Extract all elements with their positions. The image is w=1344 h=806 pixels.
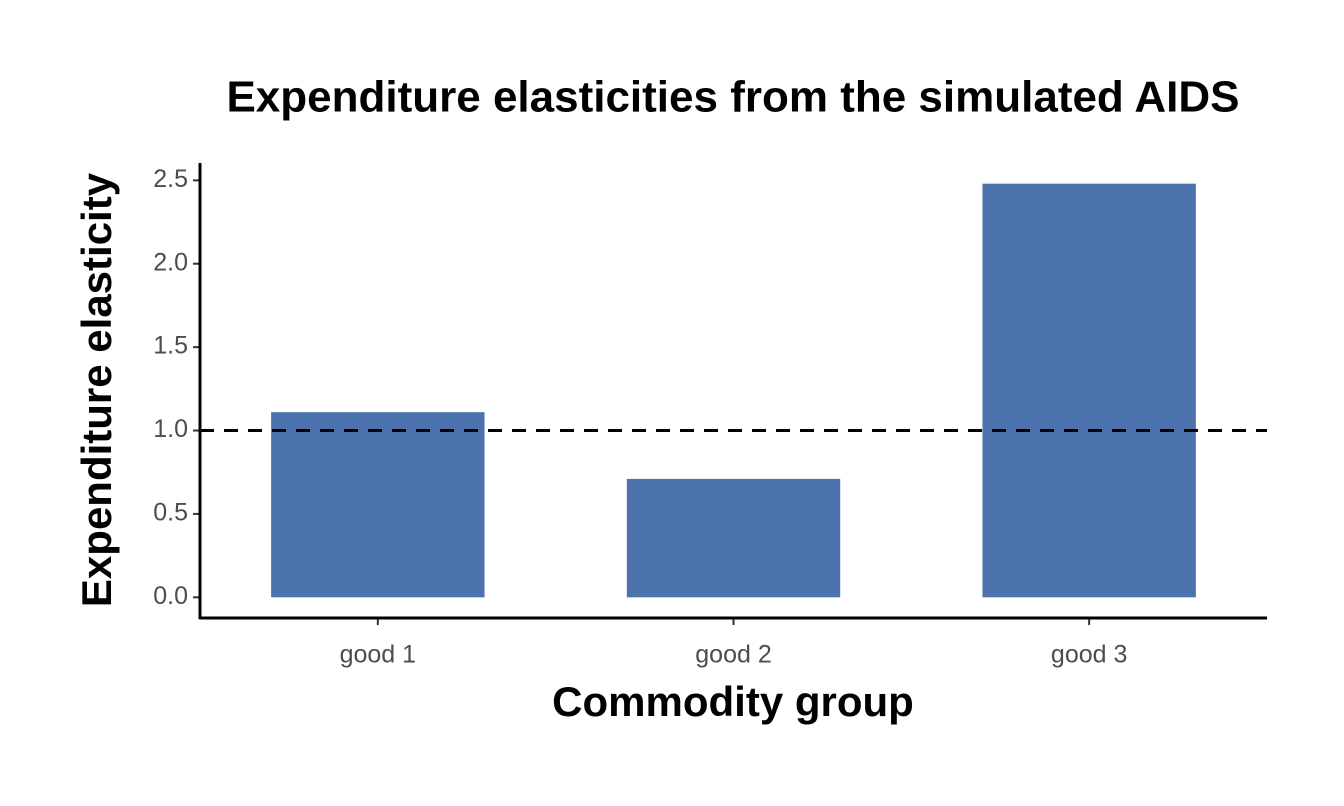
x-axis-title: Commodity group [552, 678, 914, 725]
y-tick-label: 1.0 [153, 415, 188, 443]
y-tick-label: 0.5 [153, 499, 188, 527]
x-tick-label: good 3 [1051, 641, 1127, 669]
bar [271, 412, 485, 598]
y-axis-title: Expenditure elasticity [73, 172, 120, 607]
y-tick-label: 2.0 [153, 248, 188, 276]
y-tick-label: 0.0 [153, 582, 188, 610]
x-tick-label: good 2 [695, 641, 771, 669]
y-tick-label: 2.5 [153, 165, 188, 193]
y-tick-label: 1.5 [153, 332, 188, 360]
x-tick-label: good 1 [340, 641, 416, 669]
bar [982, 183, 1196, 598]
chart-title: Expenditure elasticities from the simula… [226, 73, 1239, 122]
bar [626, 478, 841, 598]
